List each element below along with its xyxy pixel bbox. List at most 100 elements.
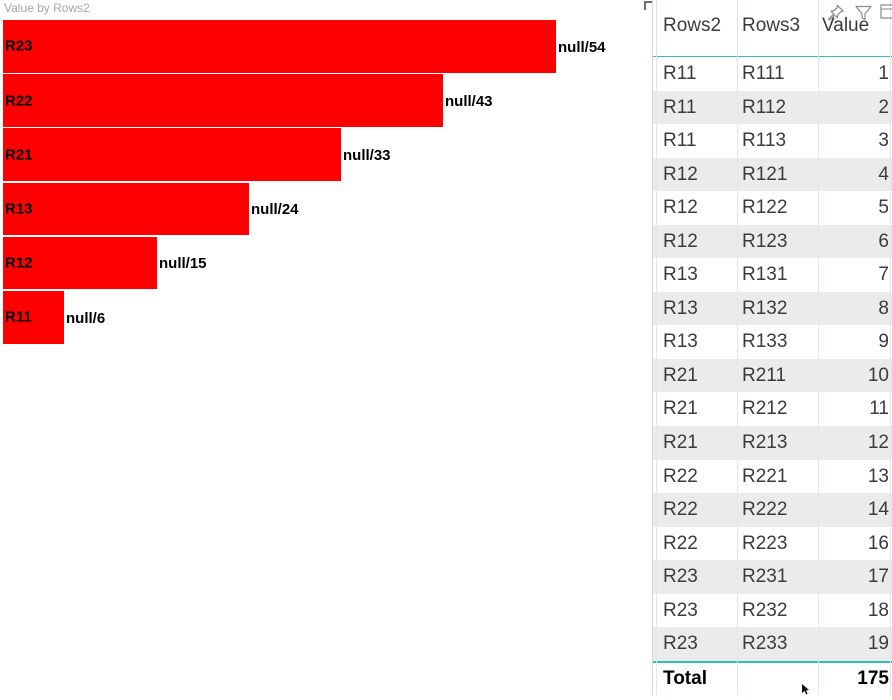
bar-value-label: null/33 xyxy=(343,146,391,164)
table-row[interactable]: R21 R212 11 xyxy=(653,392,892,426)
table-cell: R12 xyxy=(663,163,698,185)
total-value: 175 xyxy=(857,667,889,689)
total-label: Total xyxy=(663,667,707,689)
visual-corner-handle xyxy=(644,1,646,10)
bar-chart-visual: Value by Rows2 R23 null/54 R22 null/43 R21 nu… xyxy=(3,1,648,345)
bar[interactable]: R12 xyxy=(3,236,157,290)
clipped-icon[interactable] xyxy=(880,2,892,22)
bar-category-label: R21 xyxy=(5,146,33,164)
table-cell: R21 xyxy=(663,432,698,454)
filter-icon[interactable] xyxy=(853,3,874,23)
table-cell: R223 xyxy=(742,532,788,554)
table-cell: R12 xyxy=(663,197,698,219)
table-cell: R232 xyxy=(742,599,788,621)
table-cell: R132 xyxy=(742,297,788,319)
table-header-row: Rows2 Rows3 Value xyxy=(653,0,892,57)
bar-value-label: null/15 xyxy=(159,255,207,273)
table-cell: 12 xyxy=(867,432,889,454)
table-cell: 11 xyxy=(869,398,889,420)
table-cell: R23 xyxy=(663,633,698,655)
table-cell: R13 xyxy=(663,264,698,286)
bar[interactable]: R23 xyxy=(3,20,556,73)
table-cell: R212 xyxy=(742,398,788,420)
table-row[interactable]: R13 R133 9 xyxy=(653,325,892,359)
bar-category-label: R22 xyxy=(5,92,33,110)
bar-value-label: null/6 xyxy=(66,309,106,327)
column-header-rows2[interactable]: Rows2 xyxy=(663,15,722,36)
table-cell: R121 xyxy=(742,163,788,185)
table-cell: 16 xyxy=(867,532,889,554)
table-cell: R211 xyxy=(742,364,787,386)
bar-row: R11 null/6 xyxy=(3,290,648,345)
table-row[interactable]: R12 R121 4 xyxy=(653,157,892,192)
table-body: R11 R111 1 R11 R112 2 R11 R113 3 R12 R121 4 R12 R122 5… xyxy=(653,57,892,661)
table-cell: R13 xyxy=(663,297,698,319)
column-header-rows3[interactable]: Rows3 xyxy=(742,15,801,36)
bar-category-label: R23 xyxy=(5,37,33,55)
chart-title: Value by Rows2 xyxy=(4,1,90,15)
table-row[interactable]: R22 R221 13 xyxy=(653,460,892,494)
table-cell: R11 xyxy=(663,96,697,118)
table-cell: 7 xyxy=(878,264,889,286)
table-cell: R11 xyxy=(663,130,697,152)
table-row[interactable]: R21 R213 12 xyxy=(653,426,892,460)
bar[interactable]: R11 xyxy=(3,290,64,344)
bar-row: R13 null/24 xyxy=(3,182,648,237)
table-row[interactable]: R23 R233 19 xyxy=(653,627,892,661)
table-cell: R11 xyxy=(663,63,697,84)
table-row[interactable]: R11 R113 3 xyxy=(653,124,892,158)
table-cell: 13 xyxy=(867,465,889,487)
table-cell: 17 xyxy=(867,566,889,588)
table-cell: R12 xyxy=(663,230,698,252)
table-cell: 3 xyxy=(878,130,889,152)
table-cell: 14 xyxy=(867,499,889,521)
bar-value-label: null/24 xyxy=(251,201,299,219)
bar-plot: R23 null/54 R22 null/43 R21 null/33 R13 null/24… xyxy=(3,20,648,345)
pin-icon[interactable] xyxy=(825,3,846,23)
column-header-value[interactable]: Value xyxy=(822,15,870,36)
table-cell: R112 xyxy=(742,96,787,118)
bar-row: R12 null/15 xyxy=(3,236,648,291)
table-cell: 19 xyxy=(867,633,889,655)
table-cell: R213 xyxy=(742,432,788,454)
table-cell: R13 xyxy=(663,331,698,353)
table-visual: Rows2 Rows3 Value R11 R111 1 R11 R112 2 R11 R11… xyxy=(653,0,892,695)
table-cell: R22 xyxy=(663,499,698,521)
table-row[interactable]: R23 R231 17 xyxy=(653,560,892,594)
table-cell: R131 xyxy=(742,264,788,286)
table-cell: R122 xyxy=(742,197,788,219)
table-row[interactable]: R22 R223 16 xyxy=(653,527,892,561)
table-cell: 2 xyxy=(878,96,889,118)
bar[interactable]: R21 xyxy=(3,128,341,182)
table-row[interactable]: R13 R131 7 xyxy=(653,258,892,292)
table-row[interactable]: R11 R112 2 xyxy=(653,90,892,125)
table-cell: 9 xyxy=(878,331,889,353)
table-cell: R222 xyxy=(742,499,788,521)
table-cell: R23 xyxy=(663,599,698,621)
table-row[interactable]: R11 R111 1 xyxy=(653,57,892,91)
table-cell: 5 xyxy=(878,197,889,219)
bar-row: R23 null/54 xyxy=(3,20,648,74)
table-row[interactable]: R12 R123 6 xyxy=(653,224,892,259)
table-row[interactable]: R12 R122 5 xyxy=(653,191,892,225)
bar[interactable]: R13 xyxy=(3,182,249,236)
table-cell: 4 xyxy=(878,163,889,185)
table-row[interactable]: R23 R232 18 xyxy=(653,594,892,628)
bar[interactable]: R22 xyxy=(3,74,443,127)
table-cell: R233 xyxy=(742,633,788,655)
table-row[interactable]: R22 R222 14 xyxy=(653,493,892,527)
bar-row: R21 null/33 xyxy=(3,128,648,182)
table-cell: R23 xyxy=(663,566,698,588)
table-cell: R113 xyxy=(742,130,787,152)
visual-border xyxy=(652,0,653,695)
table-cell: 18 xyxy=(867,599,889,621)
table-cell: R22 xyxy=(663,465,698,487)
visual-corner-handle xyxy=(644,1,653,3)
mouse-cursor xyxy=(802,682,811,700)
table-row[interactable]: R13 R132 8 xyxy=(653,291,892,326)
table-cell: R221 xyxy=(742,465,788,487)
bar-category-label: R13 xyxy=(5,200,33,218)
table-cell: 8 xyxy=(878,297,889,319)
table-row[interactable]: R21 R211 10 xyxy=(653,358,892,393)
table-cell: 6 xyxy=(878,230,889,252)
